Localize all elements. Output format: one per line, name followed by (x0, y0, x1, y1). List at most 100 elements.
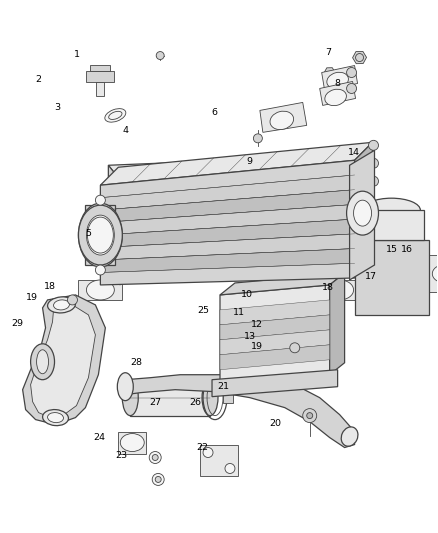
Polygon shape (78, 280, 122, 300)
Text: 27: 27 (150, 398, 162, 407)
Circle shape (368, 176, 378, 186)
Polygon shape (100, 234, 355, 260)
Circle shape (67, 295, 78, 305)
Text: 17: 17 (365, 272, 377, 280)
Polygon shape (320, 82, 356, 106)
Ellipse shape (363, 267, 389, 285)
Ellipse shape (363, 198, 420, 222)
Polygon shape (350, 150, 374, 280)
Polygon shape (220, 330, 330, 355)
Ellipse shape (272, 181, 280, 185)
Ellipse shape (346, 191, 378, 235)
Circle shape (95, 265, 106, 275)
Text: 15: 15 (386, 245, 398, 254)
Polygon shape (85, 205, 115, 265)
Polygon shape (125, 375, 355, 448)
Polygon shape (31, 305, 95, 417)
Text: 23: 23 (115, 451, 127, 461)
Polygon shape (100, 205, 355, 235)
Ellipse shape (325, 89, 346, 106)
Circle shape (307, 413, 313, 418)
Circle shape (225, 464, 235, 473)
Ellipse shape (48, 297, 75, 313)
Circle shape (395, 243, 404, 253)
Polygon shape (96, 83, 104, 96)
Circle shape (152, 473, 164, 486)
Ellipse shape (88, 217, 113, 253)
Polygon shape (200, 445, 238, 477)
Text: 9: 9 (247, 157, 253, 166)
Polygon shape (100, 190, 355, 223)
Ellipse shape (109, 111, 122, 119)
Text: 7: 7 (325, 49, 331, 57)
Polygon shape (130, 379, 210, 416)
Ellipse shape (48, 413, 64, 423)
Polygon shape (100, 248, 355, 272)
Polygon shape (429, 255, 438, 293)
Polygon shape (118, 432, 146, 454)
Text: 19: 19 (251, 342, 263, 351)
Ellipse shape (86, 280, 114, 300)
Polygon shape (100, 219, 355, 247)
Circle shape (254, 134, 262, 143)
Polygon shape (360, 210, 424, 240)
Polygon shape (288, 187, 300, 205)
Text: 13: 13 (244, 332, 257, 341)
Circle shape (251, 324, 259, 332)
Ellipse shape (53, 300, 70, 310)
Ellipse shape (326, 280, 353, 300)
Ellipse shape (120, 433, 144, 451)
Text: 10: 10 (241, 289, 253, 298)
Text: 25: 25 (198, 305, 210, 314)
Polygon shape (100, 175, 355, 210)
Ellipse shape (78, 205, 122, 265)
Text: 6: 6 (212, 108, 218, 117)
Polygon shape (270, 183, 282, 201)
Ellipse shape (78, 203, 122, 267)
Polygon shape (220, 345, 330, 370)
Circle shape (303, 409, 317, 423)
Text: 8: 8 (334, 78, 340, 87)
Polygon shape (260, 304, 276, 312)
Circle shape (95, 195, 106, 205)
Polygon shape (356, 267, 396, 285)
Circle shape (265, 299, 271, 305)
Polygon shape (223, 393, 233, 402)
Polygon shape (220, 315, 330, 340)
Circle shape (203, 448, 213, 457)
Ellipse shape (270, 111, 293, 130)
Ellipse shape (202, 379, 218, 416)
Polygon shape (355, 142, 372, 278)
Polygon shape (265, 312, 271, 324)
Text: 26: 26 (189, 398, 201, 407)
Circle shape (346, 68, 357, 77)
Ellipse shape (37, 350, 49, 374)
Text: 4: 4 (122, 126, 128, 135)
Polygon shape (355, 240, 429, 315)
Polygon shape (86, 70, 114, 83)
Polygon shape (220, 273, 345, 295)
Ellipse shape (86, 215, 114, 255)
Ellipse shape (241, 301, 255, 309)
Circle shape (346, 84, 357, 93)
Polygon shape (318, 280, 361, 300)
Ellipse shape (353, 200, 371, 226)
Polygon shape (330, 273, 345, 375)
Ellipse shape (117, 373, 133, 401)
Text: 16: 16 (401, 245, 413, 254)
Circle shape (290, 343, 300, 353)
Polygon shape (108, 155, 364, 180)
Polygon shape (90, 64, 110, 70)
Polygon shape (220, 285, 330, 385)
Polygon shape (212, 370, 338, 397)
Text: 22: 22 (196, 443, 208, 452)
Circle shape (251, 275, 265, 289)
Circle shape (368, 158, 378, 168)
Polygon shape (330, 248, 355, 268)
Ellipse shape (432, 265, 438, 282)
Polygon shape (100, 142, 372, 185)
Text: 11: 11 (233, 308, 245, 317)
Text: 12: 12 (251, 320, 263, 329)
Polygon shape (108, 165, 120, 285)
Polygon shape (275, 150, 321, 175)
